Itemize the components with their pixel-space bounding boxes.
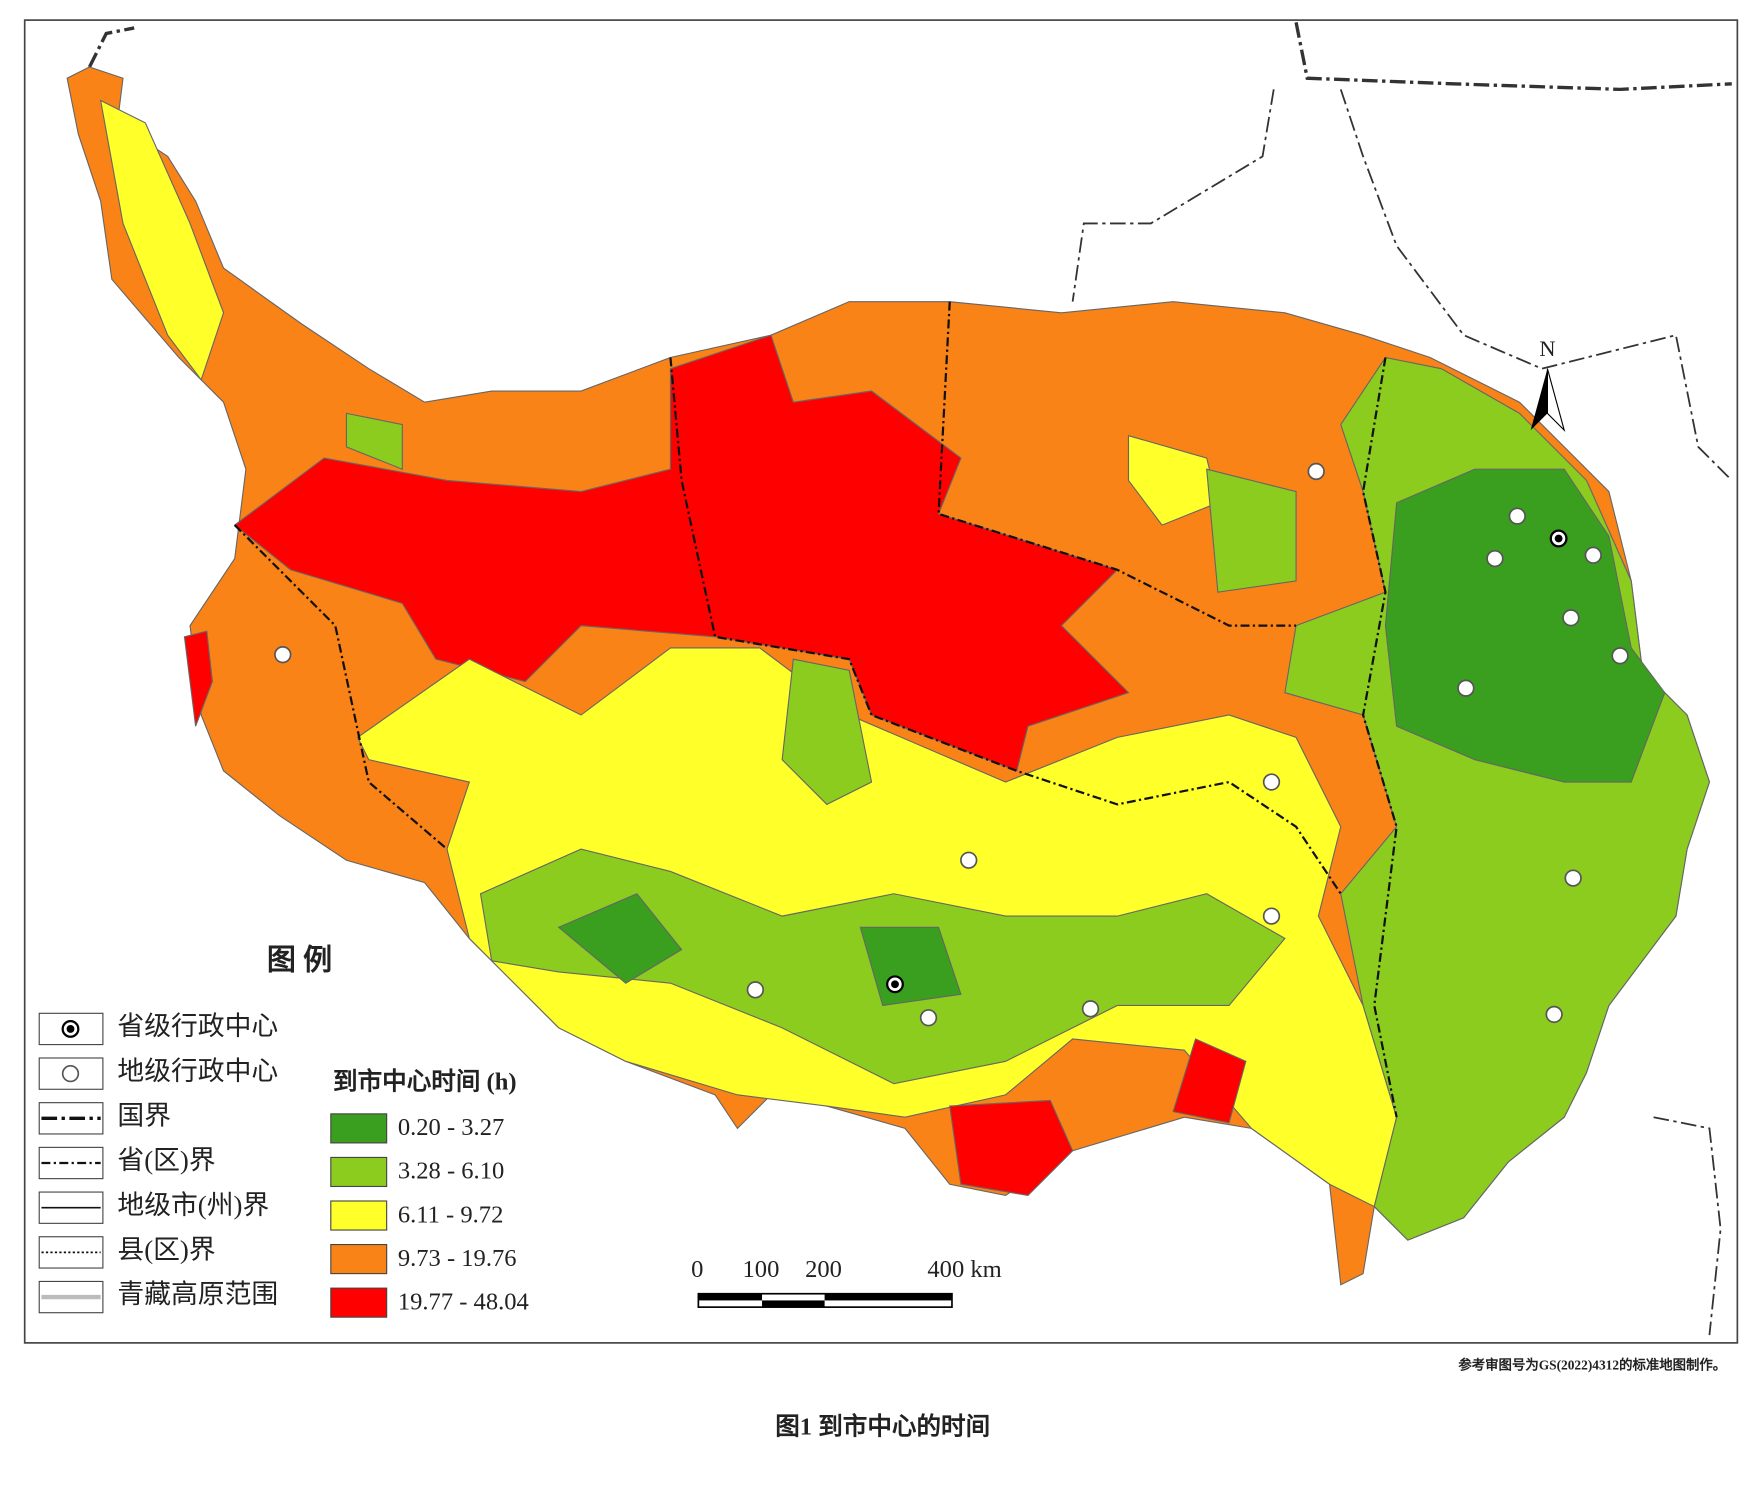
map-note: 参考审图号为GS(2022)4312的标准地图制作。 <box>1458 1356 1726 1372</box>
class-swatch <box>330 1244 388 1275</box>
north-label: N <box>1539 336 1555 361</box>
class-swatch <box>330 1287 388 1318</box>
class-swatch <box>330 1156 388 1188</box>
region-red <box>233 334 1130 772</box>
class-label: 19.77 - 48.04 <box>398 1288 529 1315</box>
region-green <box>781 658 873 806</box>
region-dark-green <box>557 893 683 984</box>
region-green <box>345 412 403 471</box>
class-label: 6.11 - 9.72 <box>398 1201 504 1228</box>
regions <box>66 66 1711 1286</box>
class-swatch <box>330 1113 388 1144</box>
legend-symbol <box>66 1025 75 1033</box>
region-yellow <box>99 99 225 382</box>
legend-label: 省级行政中心 <box>117 1011 278 1041</box>
legend-label: 地级行政中心 <box>117 1056 278 1086</box>
class-swatch <box>330 1200 388 1231</box>
legend-label: 地级市(州)界 <box>117 1190 269 1220</box>
province-boundaries <box>233 301 1398 1118</box>
region-yellow <box>1127 434 1219 526</box>
region-red <box>1172 1038 1247 1124</box>
class-legend: 0.20 - 3.27 3.28 - 6.10 6.11 - 9.72 9.73 - … <box>330 1113 529 1318</box>
north-arrow: N <box>1530 336 1566 433</box>
legend-label: 青藏高原范围 <box>117 1279 278 1309</box>
figure-caption: 图1 到市中心的时间 <box>775 1412 990 1441</box>
scale-bar <box>697 1292 953 1308</box>
region-red <box>949 1099 1074 1197</box>
legend-title: 图 例 <box>267 943 332 977</box>
legend-label: 省(区)界 <box>117 1145 215 1175</box>
class-legend-title: 到市中心时间 (h) <box>333 1066 517 1095</box>
legend-label: 国界 <box>117 1100 171 1130</box>
scale-label: 200 <box>805 1256 842 1283</box>
legend-label: 县(区)界 <box>117 1235 215 1265</box>
region-red <box>183 630 213 727</box>
scale-label: 100 <box>743 1256 780 1283</box>
region-green <box>1206 468 1297 593</box>
legend-symbol <box>61 1064 80 1083</box>
region-dark-green <box>859 926 962 1007</box>
scale-label: 400 km <box>927 1256 1001 1283</box>
scale-label: 0 <box>691 1256 703 1283</box>
class-label: 0.20 - 3.27 <box>398 1114 504 1141</box>
city-markers <box>274 462 1629 1027</box>
legend-symbol-box <box>38 1236 104 1269</box>
scale-labels: 0 100 200 400 km <box>691 1256 1002 1283</box>
outer-boundaries <box>87 22 1733 1336</box>
class-label: 9.73 - 19.76 <box>398 1245 517 1272</box>
class-label: 3.28 - 6.10 <box>398 1158 504 1185</box>
